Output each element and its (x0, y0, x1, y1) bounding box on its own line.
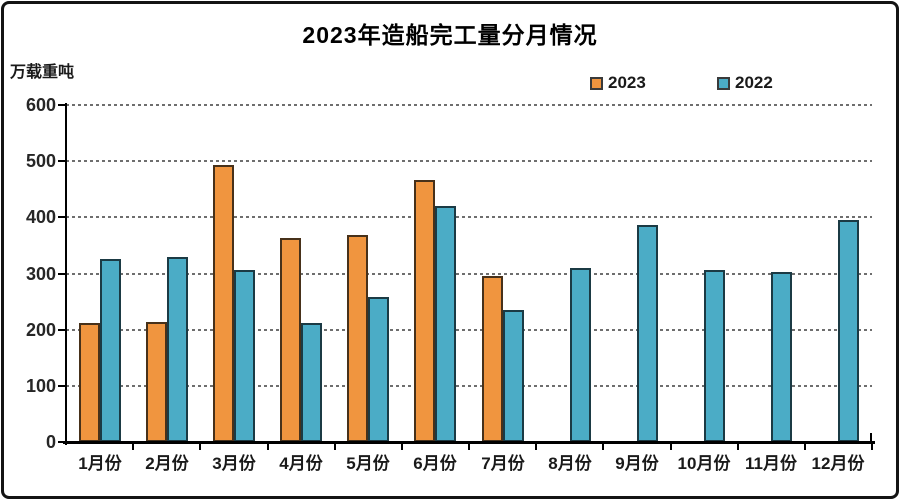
x-axis-tick (132, 444, 134, 450)
y-axis-tick-label: 0 (45, 432, 56, 452)
y-axis-unit-label: 万载重吨 (10, 64, 75, 81)
legend-label: 2022 (735, 73, 773, 92)
bar-2022-6月份 (435, 206, 456, 442)
legend-item-2022: 2022 (717, 73, 773, 92)
x-axis-tick (334, 444, 336, 450)
x-axis-label-11月份: 11月份 (745, 454, 797, 473)
bar-2022-1月份 (100, 259, 121, 442)
x-axis-tick (670, 444, 672, 450)
x-axis-label-9月份: 9月份 (615, 454, 659, 473)
bar-2022-10月份 (704, 270, 725, 442)
gridline-200 (66, 329, 872, 331)
bar-2023-2月份 (146, 322, 167, 442)
y-axis-tick (58, 441, 66, 443)
x-axis-label-1月份: 1月份 (78, 454, 122, 473)
bar-2022-11月份 (771, 272, 792, 442)
bar-2023-4月份 (280, 238, 301, 442)
y-axis-tick-label: 300 (25, 264, 56, 284)
x-axis-tick (267, 444, 269, 450)
y-axis-tick-label: 600 (25, 95, 56, 115)
x-axis-label-8月份: 8月份 (548, 454, 592, 473)
bar-2023-5月份 (347, 235, 368, 442)
x-axis-tick (199, 444, 201, 450)
bar-2022-3月份 (234, 270, 255, 442)
y-axis-tick (58, 104, 66, 106)
y-axis-tick (58, 329, 66, 331)
bar-2022-2月份 (167, 257, 188, 442)
x-axis-label-5月份: 5月份 (346, 454, 390, 473)
x-axis-tick (401, 444, 403, 450)
gridline-100 (66, 385, 872, 387)
bar-2023-7月份 (482, 276, 503, 442)
bar-2023-6月份 (414, 180, 435, 442)
gridline-400 (66, 216, 872, 218)
y-axis-tick-label: 400 (25, 207, 56, 227)
y-axis-tick (58, 385, 66, 387)
x-axis-tick (468, 444, 470, 450)
gridline-500 (66, 160, 872, 162)
y-axis-tick-label: 500 (25, 151, 56, 171)
chart-title: 2023年造船完工量分月情况 (302, 22, 598, 48)
bar-2022-9月份 (637, 225, 658, 442)
bar-2022-8月份 (570, 268, 591, 442)
x-axis-label-6月份: 6月份 (413, 454, 457, 473)
bar-2022-7月份 (503, 310, 524, 442)
x-axis-end-hook (870, 433, 872, 442)
x-axis-line (63, 441, 875, 444)
x-axis-label-3月份: 3月份 (212, 454, 256, 473)
gridline-300 (66, 273, 872, 275)
x-axis-label-10月份: 10月份 (677, 454, 731, 473)
x-axis-label-7月份: 7月份 (481, 454, 525, 473)
bar-2022-12月份 (838, 220, 859, 442)
y-axis-tick (58, 273, 66, 275)
y-axis-tick-label: 200 (25, 320, 56, 340)
bar-2022-5月份 (368, 297, 389, 442)
y-axis-tick-label: 100 (25, 376, 56, 396)
x-axis-label-2月份: 2月份 (145, 454, 189, 473)
x-axis-tick (737, 444, 739, 450)
bar-2023-3月份 (213, 165, 234, 442)
legend-label: 2023 (608, 73, 646, 92)
y-axis-tick (58, 160, 66, 162)
legend-swatch-2023 (590, 76, 603, 90)
x-axis-label-4月份: 4月份 (279, 454, 323, 473)
x-axis-tick (602, 444, 604, 450)
legend-item-2023: 2023 (590, 73, 646, 92)
gridline-600 (66, 104, 872, 106)
bar-2023-1月份 (79, 323, 100, 442)
x-axis-tick (871, 444, 873, 450)
x-axis-label-12月份: 12月份 (811, 454, 865, 473)
x-axis-tick (535, 444, 537, 450)
y-axis-tick (58, 216, 66, 218)
legend-swatch-2022 (717, 76, 730, 90)
y-axis-line (65, 103, 67, 445)
x-axis-tick (804, 444, 806, 450)
bar-2022-4月份 (301, 323, 322, 442)
